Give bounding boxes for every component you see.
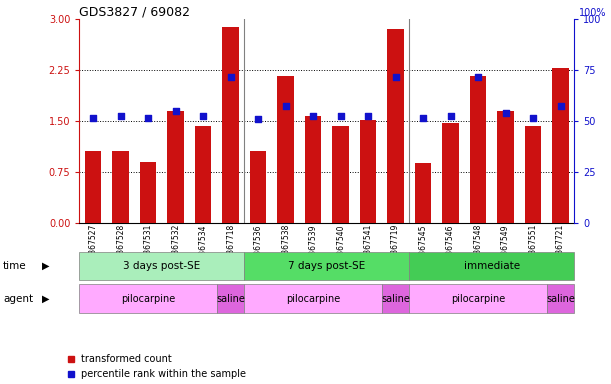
Bar xyxy=(140,162,156,223)
Bar xyxy=(470,76,486,223)
Bar xyxy=(112,152,129,223)
Bar xyxy=(79,284,217,313)
Point xyxy=(500,110,510,116)
Point xyxy=(473,74,483,80)
Bar xyxy=(552,68,569,223)
Bar xyxy=(382,284,409,313)
Bar xyxy=(305,116,321,223)
Bar xyxy=(387,30,404,223)
Bar xyxy=(244,284,382,313)
Point xyxy=(556,103,566,109)
Point xyxy=(308,113,318,119)
Text: saline: saline xyxy=(546,293,575,304)
Bar xyxy=(244,252,409,280)
Text: agent: agent xyxy=(3,293,33,304)
Text: 3 days post-SE: 3 days post-SE xyxy=(123,261,200,271)
Point xyxy=(116,113,126,119)
Point xyxy=(170,108,181,114)
Point xyxy=(363,113,373,119)
Bar xyxy=(332,126,349,223)
Text: pilocarpine: pilocarpine xyxy=(451,293,505,304)
Text: 7 days post-SE: 7 days post-SE xyxy=(288,261,365,271)
Bar xyxy=(525,126,541,223)
Bar xyxy=(277,76,294,223)
Bar xyxy=(497,111,514,223)
Bar xyxy=(250,152,266,223)
Legend: transformed count, percentile rank within the sample: transformed count, percentile rank withi… xyxy=(66,354,246,379)
Point xyxy=(226,74,236,80)
Point xyxy=(445,113,455,119)
Text: immediate: immediate xyxy=(464,261,520,271)
Text: GDS3827 / 69082: GDS3827 / 69082 xyxy=(79,5,191,18)
Bar xyxy=(222,27,239,223)
Bar xyxy=(217,284,244,313)
Text: ▶: ▶ xyxy=(42,261,49,271)
Bar xyxy=(409,284,547,313)
Point xyxy=(89,114,98,121)
Text: ▶: ▶ xyxy=(42,293,49,304)
Text: pilocarpine: pilocarpine xyxy=(121,293,175,304)
Text: 100%: 100% xyxy=(579,8,606,18)
Bar xyxy=(195,126,211,223)
Text: pilocarpine: pilocarpine xyxy=(286,293,340,304)
Point xyxy=(528,114,538,121)
Bar xyxy=(360,119,376,223)
Point xyxy=(335,113,345,119)
Bar xyxy=(409,252,574,280)
Point xyxy=(143,115,153,121)
Point xyxy=(418,114,428,121)
Bar xyxy=(547,284,574,313)
Bar xyxy=(79,252,244,280)
Text: saline: saline xyxy=(381,293,410,304)
Point xyxy=(253,116,263,122)
Bar xyxy=(85,152,101,223)
Bar xyxy=(167,111,184,223)
Text: saline: saline xyxy=(216,293,245,304)
Point xyxy=(280,103,290,109)
Bar xyxy=(415,163,431,223)
Point xyxy=(198,113,208,119)
Text: time: time xyxy=(3,261,27,271)
Bar xyxy=(442,123,459,223)
Point xyxy=(391,74,401,80)
